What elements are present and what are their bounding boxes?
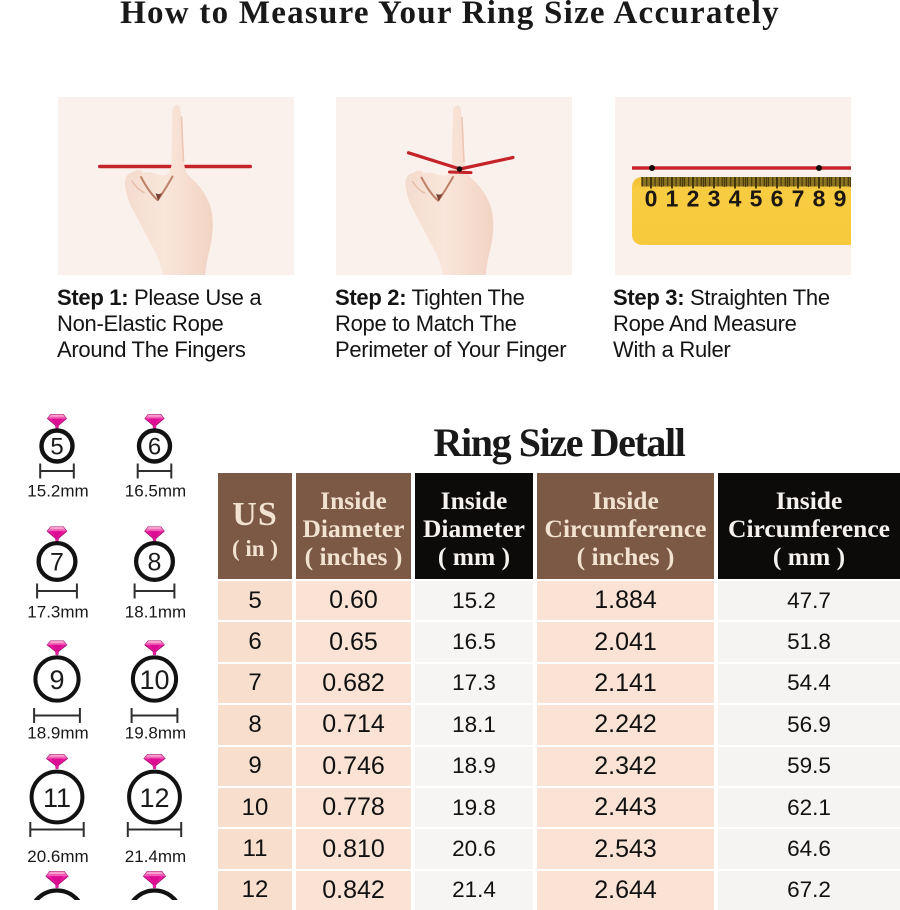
svg-text:9: 9 <box>49 665 64 695</box>
svg-text:5: 5 <box>50 434 63 461</box>
svg-text:1: 1 <box>666 186 679 212</box>
svg-text:5: 5 <box>750 186 763 212</box>
svg-text:18.1mm: 18.1mm <box>125 603 186 622</box>
svg-text:12: 12 <box>139 783 169 813</box>
svg-text:7: 7 <box>50 549 64 577</box>
svg-text:3: 3 <box>708 186 721 212</box>
svg-text:20.6mm: 20.6mm <box>27 847 88 866</box>
svg-text:9: 9 <box>834 186 847 212</box>
svg-text:15.2mm: 15.2mm <box>27 482 88 501</box>
svg-text:18.9mm: 18.9mm <box>27 724 88 743</box>
svg-text:10: 10 <box>139 665 169 695</box>
svg-text:8: 8 <box>148 549 162 577</box>
svg-text:6: 6 <box>148 434 161 461</box>
svg-text:6: 6 <box>771 186 784 212</box>
svg-text:8: 8 <box>813 186 826 212</box>
svg-text:17.3mm: 17.3mm <box>27 603 88 622</box>
svg-text:2: 2 <box>687 186 700 212</box>
svg-text:7: 7 <box>792 186 805 212</box>
svg-text:21.4mm: 21.4mm <box>125 847 186 866</box>
svg-text:19.8mm: 19.8mm <box>125 724 186 743</box>
svg-text:0: 0 <box>645 186 658 212</box>
svg-text:11: 11 <box>43 783 71 813</box>
svg-text:4: 4 <box>729 186 742 212</box>
svg-text:16.5mm: 16.5mm <box>125 482 186 501</box>
